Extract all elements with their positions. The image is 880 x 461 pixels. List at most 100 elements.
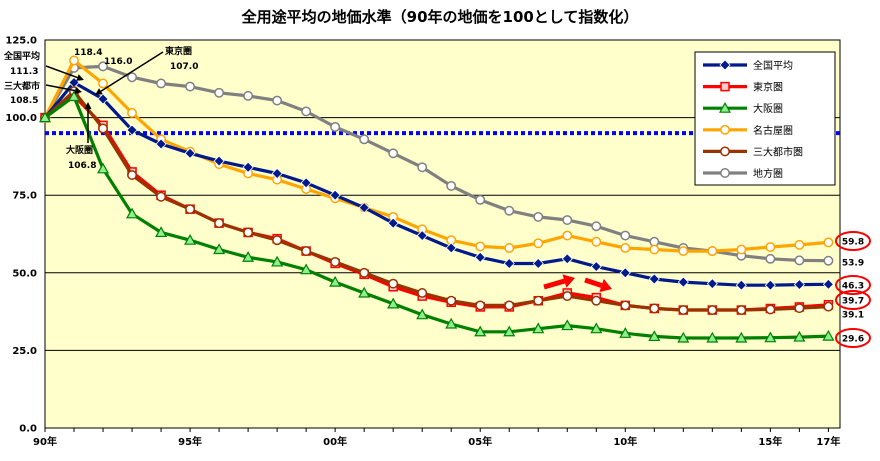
data-point xyxy=(823,237,834,248)
data-point xyxy=(561,319,574,331)
data-point xyxy=(388,278,399,289)
legend-swatch-marker xyxy=(718,101,732,113)
data-point xyxy=(474,251,486,263)
data-point xyxy=(793,279,805,291)
data-point xyxy=(156,78,167,89)
data-point xyxy=(243,90,254,101)
data-point xyxy=(591,236,602,247)
legend-label: 全国平均 xyxy=(753,59,793,72)
data-point xyxy=(562,230,573,241)
end-value-label: 53.9 xyxy=(842,259,864,269)
data-point xyxy=(620,300,631,311)
x-tick-label: 90年 xyxy=(33,435,57,448)
end-value-label: 59.8 xyxy=(842,238,864,248)
data-point xyxy=(185,81,196,92)
data-point xyxy=(561,253,573,265)
highlight-circle xyxy=(835,290,871,310)
data-point xyxy=(358,202,370,214)
trend-arrow xyxy=(543,278,566,290)
series-line xyxy=(44,94,829,340)
data-point xyxy=(242,161,254,173)
series-三大都市圏 xyxy=(40,86,834,315)
data-point xyxy=(504,243,515,253)
start-label-value: 106.8 xyxy=(68,161,96,171)
data-point xyxy=(677,276,689,288)
data-point xyxy=(446,295,457,306)
legend-label: 地方圏 xyxy=(753,167,783,180)
data-point xyxy=(794,239,805,250)
legend-swatch-marker xyxy=(720,168,730,178)
y-tick-label: 100.0 xyxy=(5,113,37,124)
trend-arrow xyxy=(584,277,603,288)
data-point xyxy=(330,256,341,267)
data-point xyxy=(98,61,108,72)
end-value-label: 39.1 xyxy=(842,311,864,321)
data-point xyxy=(822,278,834,290)
data-point xyxy=(417,162,428,173)
data-point xyxy=(591,295,602,306)
data-point xyxy=(475,300,486,311)
data-point xyxy=(242,251,255,262)
data-point xyxy=(474,325,487,337)
data-point xyxy=(185,204,196,215)
data-point xyxy=(329,275,342,287)
trend-arrow-head xyxy=(599,278,612,293)
data-point xyxy=(213,243,226,255)
x-tick-label: 05年 xyxy=(468,435,492,448)
data-point xyxy=(126,207,139,219)
y-tick-label: 50.0 xyxy=(12,268,37,279)
data-point xyxy=(98,123,108,134)
start-label-value: 111.3 xyxy=(10,67,38,77)
data-point xyxy=(127,170,137,180)
data-point xyxy=(417,288,428,298)
start-label-name: 大阪圏 xyxy=(66,144,93,156)
data-point xyxy=(271,255,284,267)
data-point xyxy=(67,90,81,102)
y-tick-label: 75.0 xyxy=(12,191,37,202)
data-point xyxy=(823,255,834,266)
data-point xyxy=(214,218,225,229)
trend-arrow-head xyxy=(562,274,575,288)
data-point xyxy=(155,226,168,238)
data-point xyxy=(532,322,545,334)
data-point xyxy=(416,308,429,320)
leader-arrow-head xyxy=(95,88,103,95)
data-point xyxy=(127,72,137,83)
data-point xyxy=(678,246,689,257)
data-point xyxy=(126,124,138,136)
leader-arrow xyxy=(45,84,76,92)
data-point xyxy=(446,180,457,191)
data-point xyxy=(272,95,283,106)
data-point xyxy=(764,331,777,343)
data-point xyxy=(765,253,776,264)
data-point xyxy=(794,303,805,314)
data-point xyxy=(822,329,835,341)
data-point xyxy=(590,261,602,273)
data-point xyxy=(69,55,79,66)
data-point xyxy=(533,211,544,222)
leader-arrow-head xyxy=(84,102,92,109)
data-point xyxy=(649,303,660,314)
legend-box xyxy=(694,51,836,186)
data-point xyxy=(765,304,776,315)
data-point xyxy=(590,322,603,334)
data-point xyxy=(503,257,515,270)
end-value-label: 39.7 xyxy=(842,297,864,307)
data-point xyxy=(562,291,573,302)
data-point xyxy=(416,229,428,242)
data-point xyxy=(706,331,719,343)
legend-swatch-marker xyxy=(720,81,730,92)
data-point xyxy=(475,241,486,252)
x-tick-label: 15年 xyxy=(758,435,782,448)
data-point xyxy=(214,87,225,98)
y-tick-label: 25.0 xyxy=(12,346,37,357)
leader-arrow-head xyxy=(76,74,84,81)
data-point xyxy=(271,167,283,180)
data-point xyxy=(823,301,834,312)
data-point xyxy=(620,230,631,241)
data-point xyxy=(735,331,748,343)
legend-swatch-marker xyxy=(720,146,730,157)
data-point xyxy=(765,242,776,252)
